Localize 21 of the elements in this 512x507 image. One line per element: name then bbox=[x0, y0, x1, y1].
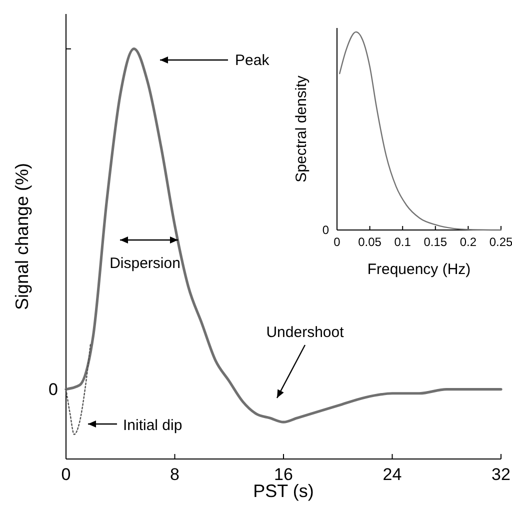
x-axis-title: Frequency (Hz) bbox=[367, 261, 471, 278]
text: 0 bbox=[48, 380, 58, 400]
x-axis-title: PST (s) bbox=[253, 481, 314, 501]
x-tick-label: 0 bbox=[61, 465, 71, 484]
x-tick-label: 24 bbox=[382, 465, 402, 484]
annotation: 0 bbox=[322, 223, 330, 238]
x-tick-label: 0.1 bbox=[394, 235, 412, 249]
x-tick-label: 32 bbox=[492, 465, 510, 484]
x-tick-label: 0 bbox=[334, 235, 341, 249]
y-axis-title: Signal change (%) bbox=[12, 162, 32, 310]
annotation: Undershoot bbox=[266, 324, 345, 341]
x-tick-label: 0.15 bbox=[424, 235, 448, 249]
annotation: Initial dip bbox=[123, 417, 182, 434]
y-axis-title: Spectral density bbox=[293, 75, 310, 182]
annotation: Peak bbox=[235, 52, 270, 69]
x-tick-label: 8 bbox=[170, 465, 180, 484]
x-tick-label: 16 bbox=[274, 465, 293, 484]
x-tick-label: 0.25 bbox=[489, 235, 512, 249]
x-tick-label: 0.2 bbox=[460, 235, 477, 249]
x-tick-label: 0.05 bbox=[358, 235, 382, 249]
annotation: Dispersion bbox=[110, 255, 180, 272]
